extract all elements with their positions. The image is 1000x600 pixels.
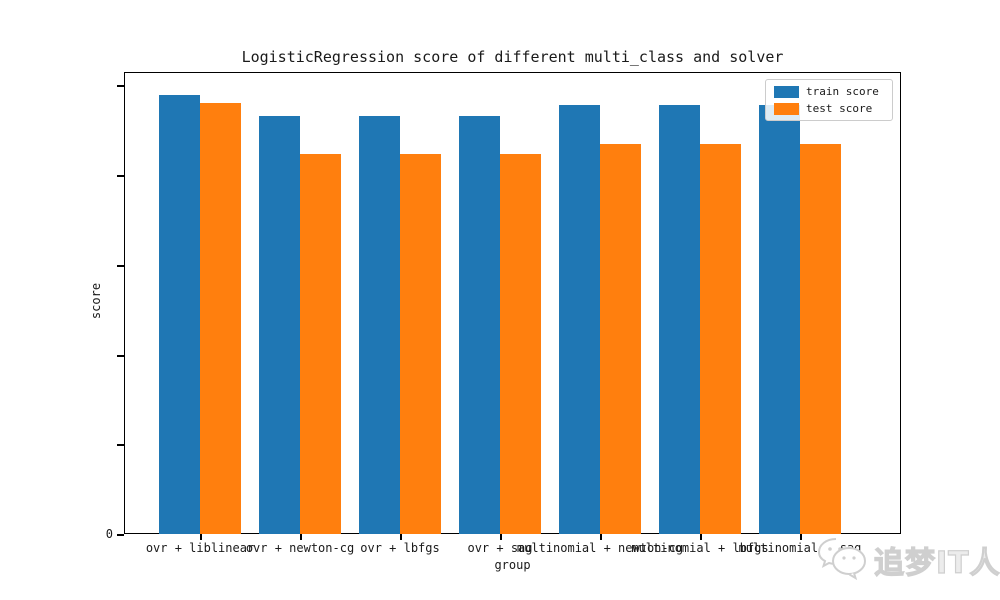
- bar-train-0: [159, 95, 200, 534]
- x-tick-3: [500, 534, 502, 540]
- legend-swatch-1: [774, 102, 799, 115]
- y-tick-4: [117, 175, 124, 177]
- x-tick-4: [600, 534, 602, 540]
- legend-label-0: train score: [806, 85, 879, 98]
- x-tick-label-4: multinomial + newton-cg: [516, 541, 684, 555]
- x-tick-6: [800, 534, 802, 540]
- x-tick-0: [200, 534, 202, 540]
- bar-train-5: [659, 105, 700, 534]
- bar-train-6: [759, 105, 800, 534]
- bar-test-1: [300, 154, 341, 534]
- bar-test-5: [700, 144, 741, 534]
- legend-label-1: test score: [806, 102, 873, 115]
- y-tick-3: [117, 265, 124, 267]
- y-tick-label-0: 0: [105, 527, 113, 541]
- legend-item-0: train score: [774, 85, 884, 98]
- y-tick-2: [117, 355, 124, 357]
- y-tick-1: [117, 444, 124, 446]
- bar-test-4: [600, 144, 641, 534]
- x-tick-2: [400, 534, 402, 540]
- bar-train-2: [359, 116, 400, 534]
- x-tick-label-0: ovr + liblinear: [145, 541, 255, 555]
- legend-item-1: test score: [774, 102, 884, 115]
- bar-train-3: [459, 116, 500, 534]
- x-tick-label-3: ovr + sag: [467, 541, 533, 555]
- bar-train-1: [259, 116, 300, 534]
- chart-title: LogisticRegression score of different mu…: [241, 48, 784, 66]
- y-tick-0: [117, 534, 124, 536]
- bar-test-2: [400, 154, 441, 534]
- watermark-text: 追梦IT人: [873, 545, 1000, 581]
- x-tick-1: [300, 534, 302, 540]
- wechat-icon: [816, 536, 868, 584]
- x-tick-label-1: ovr + newton-cg: [245, 541, 355, 555]
- x-tick-label-5: multinomial + lbfgs: [631, 541, 769, 555]
- y-axis-label: score: [89, 282, 103, 320]
- x-axis-label: group: [494, 558, 531, 572]
- watermark: 追梦IT人: [816, 536, 1000, 584]
- x-tick-label-2: ovr + lbfgs: [360, 541, 440, 555]
- y-tick-5: [117, 85, 124, 87]
- x-tick-5: [700, 534, 702, 540]
- bar-train-4: [559, 105, 600, 534]
- bar-test-0: [200, 103, 241, 534]
- legend: train score test score: [765, 79, 893, 121]
- bar-test-3: [500, 154, 541, 534]
- bar-test-6: [800, 144, 841, 534]
- legend-swatch-0: [774, 85, 799, 98]
